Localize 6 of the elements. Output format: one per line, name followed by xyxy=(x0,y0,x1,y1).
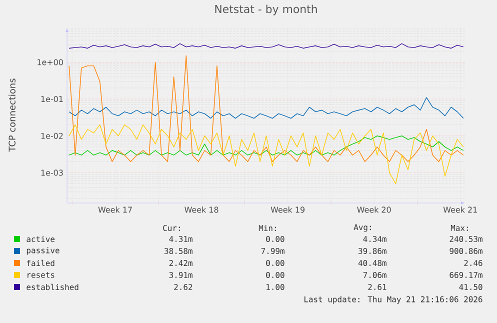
line-series xyxy=(68,55,464,162)
line-series xyxy=(68,136,464,156)
line-series xyxy=(68,124,464,184)
y-axis-title: TCP connections xyxy=(8,78,16,152)
line-series xyxy=(68,97,464,119)
chart-title: Netstat - by month xyxy=(215,4,317,16)
